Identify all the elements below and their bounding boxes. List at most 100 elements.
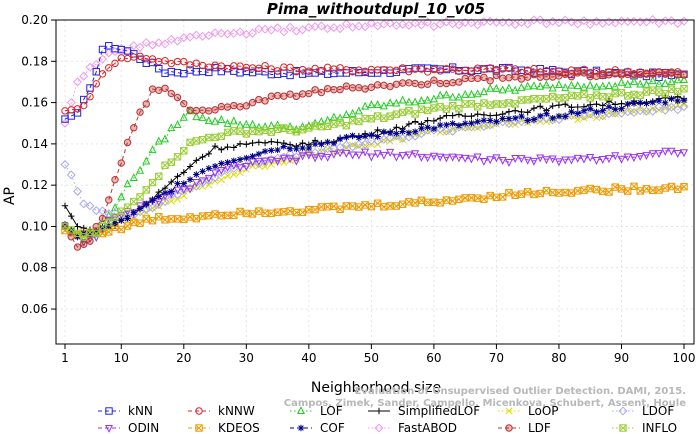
data-point bbox=[460, 122, 470, 132]
data-point bbox=[199, 153, 206, 161]
data-point bbox=[548, 155, 557, 164]
data-point bbox=[536, 73, 544, 81]
data-point bbox=[542, 80, 551, 89]
data-point bbox=[255, 128, 263, 136]
data-point bbox=[260, 24, 270, 34]
data-point bbox=[391, 131, 401, 141]
data-point bbox=[592, 91, 601, 99]
data-point bbox=[86, 237, 94, 245]
data-point bbox=[142, 100, 150, 108]
data-point bbox=[573, 19, 583, 29]
data-point bbox=[123, 203, 132, 211]
series-layer bbox=[60, 14, 689, 251]
data-point bbox=[148, 85, 157, 93]
data-point bbox=[443, 112, 450, 119]
data-point bbox=[680, 182, 688, 191]
data-point bbox=[649, 86, 657, 94]
data-point bbox=[117, 211, 126, 220]
data-point bbox=[298, 90, 307, 98]
data-point bbox=[261, 148, 269, 155]
data-point bbox=[455, 105, 463, 113]
data-point bbox=[230, 157, 238, 165]
data-point bbox=[386, 202, 394, 210]
data-point bbox=[549, 188, 557, 197]
data-point bbox=[499, 193, 507, 201]
data-point bbox=[636, 152, 645, 161]
data-point bbox=[680, 71, 688, 79]
series-cof bbox=[61, 95, 688, 240]
legend-label: COF bbox=[320, 421, 345, 434]
data-point bbox=[555, 189, 563, 197]
data-point bbox=[136, 165, 145, 174]
data-point bbox=[511, 107, 519, 114]
data-point bbox=[261, 62, 269, 70]
data-point bbox=[204, 174, 213, 183]
data-point bbox=[186, 163, 194, 170]
data-point bbox=[480, 117, 488, 124]
data-point bbox=[423, 80, 432, 88]
series-line-fastabod bbox=[64, 18, 685, 124]
data-point bbox=[618, 105, 625, 112]
data-point bbox=[473, 153, 482, 162]
data-point bbox=[367, 153, 376, 162]
data-point bbox=[173, 186, 182, 195]
data-point bbox=[536, 103, 544, 110]
data-point bbox=[98, 223, 107, 231]
data-point bbox=[192, 106, 201, 115]
data-point bbox=[160, 197, 170, 207]
data-point bbox=[504, 159, 513, 168]
data-point bbox=[349, 132, 356, 139]
data-point bbox=[154, 38, 164, 48]
data-point bbox=[255, 207, 263, 215]
y-tick-label: 0.10 bbox=[21, 219, 48, 233]
data-point bbox=[142, 186, 150, 194]
data-point bbox=[148, 179, 157, 187]
data-point bbox=[261, 157, 270, 166]
data-point bbox=[423, 125, 433, 135]
series-fastabod bbox=[60, 14, 689, 128]
data-point bbox=[123, 179, 132, 188]
data-point bbox=[530, 104, 538, 112]
data-point bbox=[586, 153, 595, 162]
data-point bbox=[486, 192, 494, 200]
data-point bbox=[298, 25, 308, 35]
data-point bbox=[204, 31, 214, 41]
data-point bbox=[254, 24, 264, 34]
data-point bbox=[454, 20, 464, 30]
data-point bbox=[154, 200, 164, 210]
data-point bbox=[417, 96, 426, 105]
data-point bbox=[67, 226, 75, 234]
data-point bbox=[530, 116, 538, 123]
data-point bbox=[361, 201, 369, 209]
data-point bbox=[336, 149, 345, 158]
data-point bbox=[398, 152, 407, 161]
data-point bbox=[642, 185, 651, 193]
data-point bbox=[574, 187, 582, 195]
data-point bbox=[92, 68, 100, 76]
data-point bbox=[317, 66, 326, 75]
data-point bbox=[117, 207, 125, 215]
data-point bbox=[517, 190, 525, 198]
data-point bbox=[473, 20, 483, 30]
data-point bbox=[505, 189, 513, 197]
data-point bbox=[548, 73, 557, 81]
legend-marker bbox=[505, 407, 513, 415]
data-point bbox=[267, 156, 276, 165]
data-point bbox=[642, 79, 651, 88]
data-point bbox=[511, 100, 519, 108]
data-point bbox=[567, 91, 576, 99]
data-point bbox=[386, 98, 395, 107]
data-point bbox=[492, 83, 501, 92]
data-point bbox=[474, 194, 482, 202]
data-point bbox=[679, 102, 689, 112]
data-point bbox=[542, 156, 551, 165]
data-point bbox=[592, 157, 601, 165]
legend-marker bbox=[195, 407, 203, 415]
data-point bbox=[612, 106, 619, 113]
data-point bbox=[230, 170, 238, 178]
data-point bbox=[530, 190, 538, 198]
data-point bbox=[405, 107, 413, 115]
data-point bbox=[254, 122, 263, 131]
x-tick-label: 80 bbox=[551, 351, 566, 365]
data-point bbox=[123, 138, 132, 147]
